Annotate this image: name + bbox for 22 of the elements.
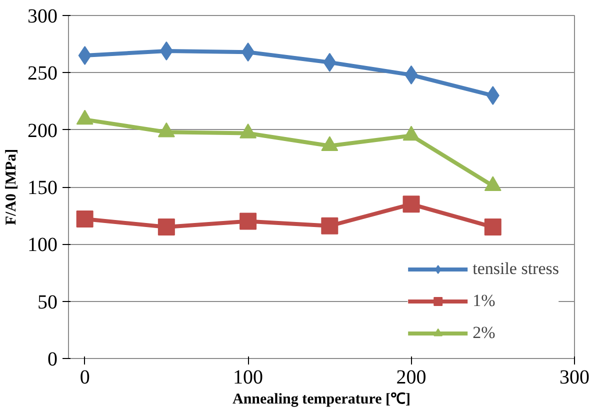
y-tick-label: 150 bbox=[28, 177, 58, 199]
y-tick-label: 0 bbox=[48, 348, 58, 370]
y-tick-label: 50 bbox=[38, 291, 58, 314]
point bbox=[76, 210, 94, 228]
legend-label: tensile stress bbox=[472, 259, 559, 279]
x-tick-label: 200 bbox=[396, 366, 426, 388]
x-tick-label: 0 bbox=[80, 366, 90, 388]
point bbox=[321, 217, 338, 234]
y-tick-label: 100 bbox=[28, 234, 58, 256]
point bbox=[402, 196, 420, 213]
y-tick-label: 200 bbox=[28, 120, 58, 142]
x-tick-label: 100 bbox=[233, 366, 264, 388]
point bbox=[158, 218, 175, 236]
y-tick-label: 250 bbox=[28, 62, 58, 85]
y-tick-label: 300 bbox=[28, 6, 58, 28]
x-tick-label: 300 bbox=[560, 366, 590, 388]
point bbox=[484, 218, 502, 236]
legend-label: 2% bbox=[472, 323, 496, 343]
point bbox=[240, 212, 257, 230]
x-axis-title: Annealing temperature [℃] bbox=[232, 392, 411, 408]
y-axis-title: F/A0 [MPa] bbox=[4, 148, 20, 226]
legend-label: 1% bbox=[472, 291, 496, 311]
